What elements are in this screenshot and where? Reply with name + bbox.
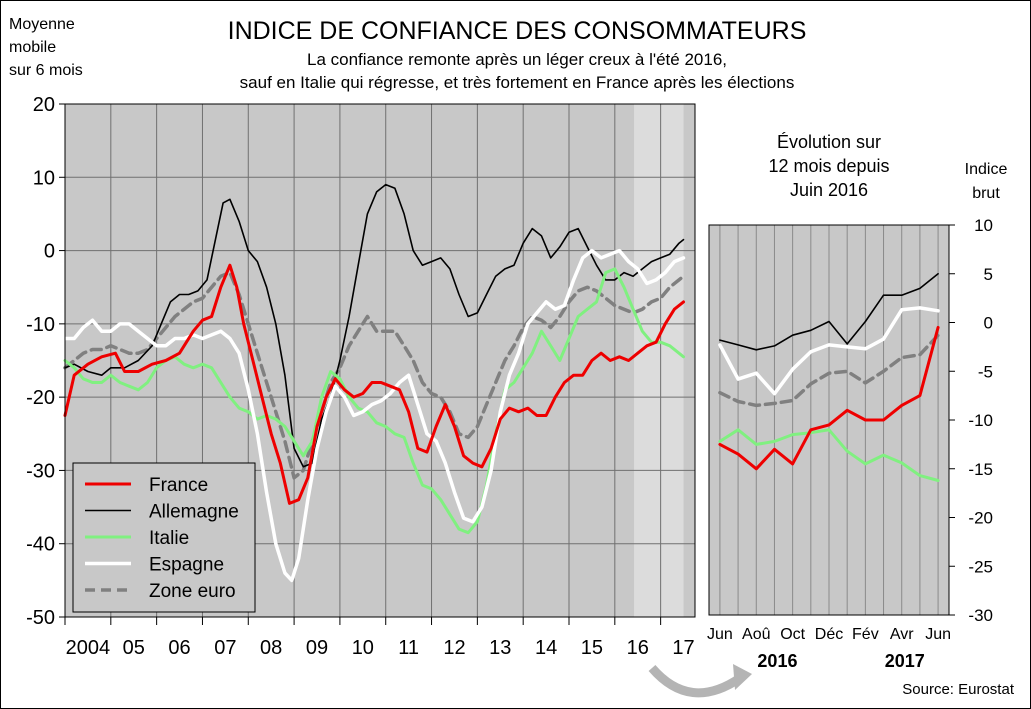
inset-series-italie: [718, 428, 940, 482]
main-ytick-label: 10: [33, 167, 55, 189]
main-xtick-label: 10: [352, 637, 374, 659]
main-xtick-label: 17: [672, 637, 694, 659]
inset-xtick-label: Fév: [852, 626, 879, 643]
inset-xtick-label: Jun: [925, 626, 951, 643]
inset-ytick-label: -30: [968, 606, 993, 625]
main-xtick-label: 11: [398, 637, 419, 659]
inset-ytick-label: -20: [968, 509, 993, 528]
main-ytick-label: -30: [26, 460, 55, 482]
main-xtick-label: 15: [581, 637, 603, 659]
legend-label-allemagne: Allemagne: [149, 502, 239, 523]
inset-xtick-label: Jun: [707, 626, 733, 643]
inset-xtick-label: Oct: [780, 626, 805, 643]
main-xtick-label: 14: [535, 637, 557, 659]
main-xtick-label: 09: [306, 637, 328, 659]
inset-ytick-label: 10: [974, 216, 993, 235]
inset-year-label: 2017: [885, 651, 925, 671]
main-series-espagne: [63, 248, 686, 583]
inset-ytick-label: -5: [978, 362, 993, 381]
inset-series-france: [718, 325, 940, 471]
chart-subtitle-2: sauf en Italie qui régresse, et très for…: [240, 73, 795, 92]
inset-title-line-3: Juin 2016: [790, 180, 868, 200]
main-series-zone-euro: [63, 270, 686, 480]
left-note-line-2: mobile: [9, 39, 56, 56]
inset-ytick-label: -25: [968, 557, 993, 576]
left-note-line-1: Moyenne: [9, 16, 75, 33]
inset-title-line-2: 12 mois depuis: [768, 156, 889, 176]
curved-arrow-icon: [648, 664, 752, 698]
inset-series-espagne: [718, 306, 940, 396]
inset-ytick-label: 5: [984, 265, 993, 284]
inset-title-line-1: Évolution sur: [777, 132, 881, 152]
legend-label-france: France: [149, 475, 208, 496]
inset-grid: [719, 225, 939, 615]
main-ytick-label: 20: [33, 94, 55, 116]
main-axes: 20 10 0 -10 -20 -30 -40 -50 2004 05 06 07 08 09 10 11 12…: [26, 94, 696, 659]
legend-label-espagne: Espagne: [149, 555, 224, 576]
inset-xtick-label: Aoû: [742, 626, 770, 643]
inset-ytick-label: 0: [984, 314, 993, 333]
legend-label-italie: Italie: [149, 528, 189, 549]
main-ytick-label: -20: [26, 387, 55, 409]
inset-xtick-label: Déc: [815, 626, 843, 643]
main-ytick-label: -50: [26, 607, 55, 629]
inset-series-group: [718, 273, 940, 482]
main-xtick-label: 2004: [66, 637, 111, 659]
inset-yaxis-title-1: Indice: [965, 161, 1008, 178]
main-series-france: [63, 263, 685, 505]
main-xtick-label: 16: [627, 637, 649, 659]
inset-year-label: 2016: [757, 651, 797, 671]
main-series-group: [63, 183, 686, 583]
inset-xtick-label: Avr: [890, 626, 914, 643]
chart-title: INDICE DE CONFIANCE DES CONSOMMATEURS: [228, 17, 807, 45]
inset-series-zone-euro: [718, 333, 940, 408]
main-plot-border: [64, 103, 696, 618]
main-ytick-label: 0: [44, 241, 55, 263]
main-xtick-label: 07: [214, 637, 236, 659]
main-xtick-label: 12: [443, 637, 465, 659]
source-note: Source: Eurostat: [902, 681, 1015, 698]
chart-subtitle-1: La confiance remonte après un léger creu…: [307, 50, 727, 69]
left-note-line-3: sur 6 mois: [9, 62, 83, 79]
main-highlight-band: [634, 104, 684, 617]
inset-ytick-label: -10: [968, 411, 993, 430]
main-series-allemagne: [64, 183, 685, 468]
inset-series-allemagne: [719, 273, 939, 351]
inset-ytick-label: -15: [968, 460, 993, 479]
legend: France Allemagne Italie Espagne Zone euro: [72, 462, 256, 613]
inset-yaxis-title-2: brut: [972, 185, 1000, 202]
main-xtick-label: 13: [489, 637, 511, 659]
main-ytick-label: -10: [26, 314, 55, 336]
legend-label-zone-euro: Zone euro: [149, 581, 236, 602]
main-xtick-label: 08: [260, 637, 282, 659]
inset-axes: 10 5 0 -5 -10 -15 -20 -25 -30 Jun Aoû Oct Déc Fév Avr J…: [707, 216, 993, 671]
main-ytick-label: -40: [26, 534, 55, 556]
main-xtick-label: 06: [168, 637, 190, 659]
main-xtick-label: 05: [123, 637, 145, 659]
